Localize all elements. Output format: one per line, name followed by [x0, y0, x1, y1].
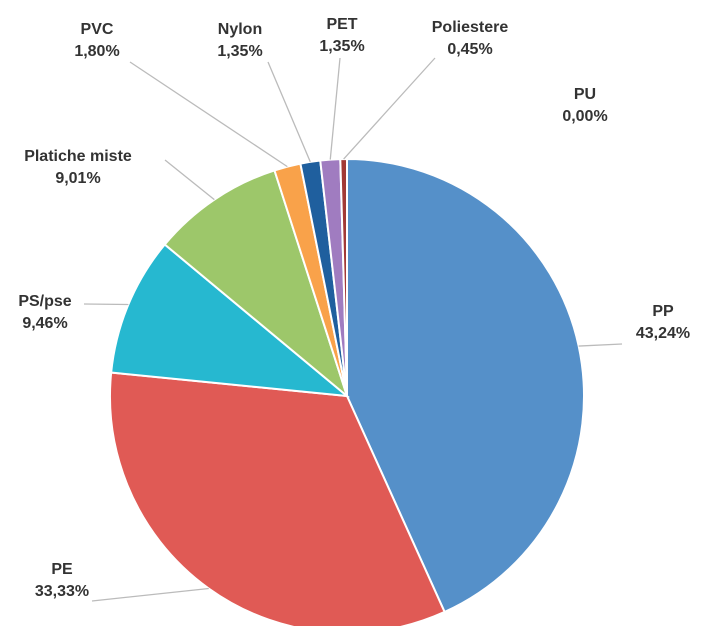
- leader-line: [329, 57, 341, 160]
- value-label: 33,33%: [35, 583, 89, 600]
- leader-line: [164, 159, 215, 201]
- value-label: 1,35%: [319, 38, 364, 55]
- leader-line: [578, 343, 623, 347]
- category-label: PE: [51, 561, 73, 578]
- pie-slice: [110, 243, 351, 398]
- category-label: PP: [652, 303, 674, 320]
- leader-line: [267, 61, 311, 163]
- value-label: 9,01%: [55, 170, 100, 187]
- value-label: 0,45%: [447, 41, 492, 58]
- value-label: 1,35%: [217, 43, 262, 60]
- pie-slice: [109, 371, 446, 626]
- pie-slice: [163, 169, 350, 399]
- category-label: Nylon: [218, 21, 262, 38]
- leader-line: [91, 587, 209, 602]
- value-label: 9,46%: [22, 315, 67, 332]
- category-label: PET: [326, 16, 357, 33]
- leader-line: [83, 303, 129, 306]
- category-label: PVC: [81, 21, 114, 38]
- pie-slice: [346, 157, 585, 614]
- value-label: 1,80%: [74, 43, 119, 60]
- value-label: 0,00%: [562, 108, 607, 125]
- category-label: PS/pse: [18, 293, 71, 310]
- category-label: Poliestere: [432, 19, 509, 36]
- category-label: PU: [574, 86, 596, 103]
- category-label: Platiche miste: [24, 148, 132, 165]
- leader-line: [129, 61, 288, 168]
- value-label: 43,24%: [636, 325, 690, 342]
- leader-line: [343, 57, 436, 160]
